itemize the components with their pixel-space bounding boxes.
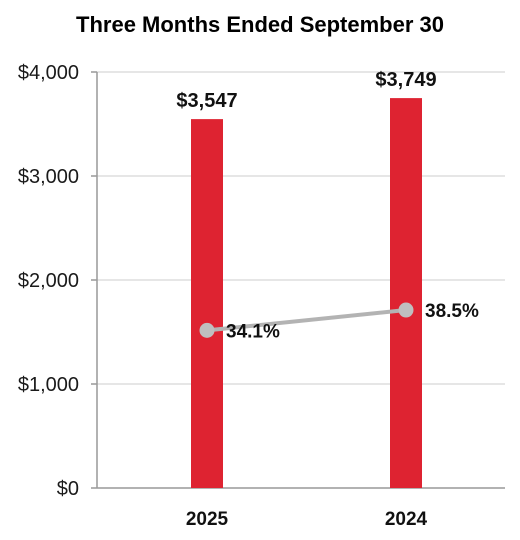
y-tick-label: $3,000 bbox=[18, 166, 79, 188]
data-labels: $3,547 $3,749 34.1% 38.5% bbox=[176, 69, 479, 342]
line-value-label: 34.1% bbox=[226, 321, 280, 342]
axes: $0 $1,000 $2,000 $3,000 $4,000 2025 2024 bbox=[18, 62, 505, 530]
percentage-line-path bbox=[206, 308, 407, 333]
line-point bbox=[199, 322, 215, 338]
line-value-label: 38.5% bbox=[425, 301, 479, 322]
chart-title: Three Months Ended September 30 bbox=[76, 12, 444, 37]
bar bbox=[191, 119, 223, 488]
y-tick-label: $2,000 bbox=[18, 270, 79, 292]
bars bbox=[191, 98, 422, 488]
line-point bbox=[398, 302, 414, 318]
bar-value-label: $3,749 bbox=[375, 69, 436, 91]
bar-value-label: $3,547 bbox=[176, 90, 237, 112]
x-tick-label: 2025 bbox=[186, 509, 229, 530]
y-tick-label: $0 bbox=[57, 478, 79, 500]
y-tick-label: $1,000 bbox=[18, 374, 79, 396]
gridlines bbox=[97, 71, 505, 385]
x-tick-label: 2024 bbox=[385, 509, 428, 530]
bar bbox=[390, 98, 422, 488]
percentage-line bbox=[199, 302, 414, 338]
y-tick-label: $4,000 bbox=[18, 62, 79, 84]
